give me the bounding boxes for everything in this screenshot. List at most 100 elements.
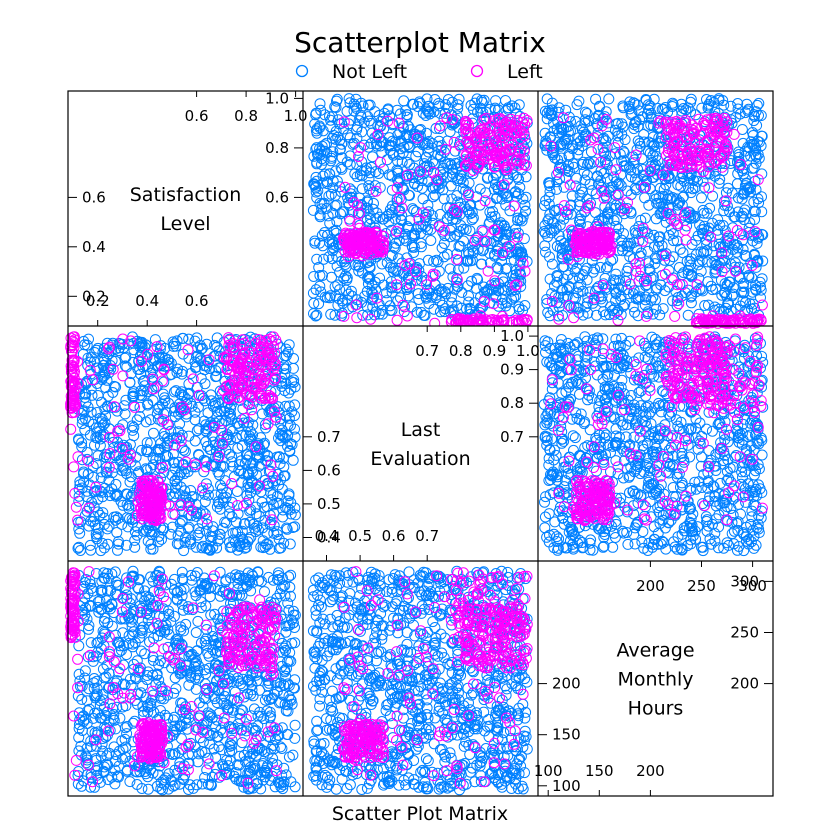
data-point: [156, 533, 167, 545]
data-point: [325, 155, 337, 167]
data-point: [463, 290, 474, 302]
data-point: [416, 175, 428, 187]
data-point: [500, 199, 512, 211]
data-point: [314, 211, 326, 223]
data-point: [435, 151, 447, 163]
data-point: [695, 265, 707, 277]
data-point: [324, 217, 336, 229]
data-point: [378, 279, 390, 291]
data-point: [408, 162, 420, 174]
data-point: [395, 214, 407, 226]
data-point: [466, 207, 478, 218]
data-point: [382, 104, 394, 116]
data-point: [202, 407, 214, 419]
data-point: [335, 208, 346, 220]
data-point: [361, 202, 373, 214]
data-point: [310, 310, 322, 322]
data-point: [332, 279, 344, 291]
data-point: [497, 276, 509, 288]
data-point: [149, 334, 161, 346]
data-point: [453, 240, 465, 252]
legend: Not Left Left: [295, 61, 543, 83]
data-point: [476, 258, 488, 270]
data-point: [412, 181, 424, 192]
data-point: [669, 310, 681, 322]
data-point: [461, 303, 472, 315]
data-point: [324, 168, 336, 180]
data-point: [454, 226, 465, 237]
data-point: [329, 190, 341, 201]
data-point: [510, 223, 522, 235]
data-point: [474, 102, 486, 114]
data-point: [756, 206, 768, 218]
data-point: [374, 272, 386, 284]
data-point: [68, 461, 80, 473]
data-point: [455, 160, 466, 172]
data-point: [394, 292, 406, 304]
data-point: [510, 284, 522, 296]
data-point: [226, 478, 238, 489]
scatter-panel: [65, 331, 301, 557]
data-point: [319, 145, 330, 157]
data-point: [385, 276, 397, 288]
data-point: [347, 138, 359, 150]
data-point: [501, 297, 513, 309]
data-point: [439, 303, 451, 315]
data-point: [423, 206, 435, 218]
data-point: [392, 129, 404, 141]
data-point: [364, 167, 376, 179]
data-point: [542, 307, 554, 318]
data-point: [401, 252, 413, 264]
data-point: [324, 237, 336, 248]
data-point: [318, 253, 330, 265]
legend-label-left: Left: [507, 61, 543, 83]
data-point: [340, 270, 352, 282]
data-point: [453, 93, 465, 105]
data-point: [435, 144, 447, 156]
data-point: [350, 93, 362, 105]
data-point: [502, 168, 513, 180]
data-point: [482, 171, 494, 183]
data-point: [308, 297, 320, 309]
data-point: [508, 291, 520, 303]
data-point: [317, 177, 329, 189]
data-point: [413, 96, 425, 108]
data-point: [506, 246, 517, 258]
data-point: [367, 288, 379, 300]
data-point: [490, 290, 502, 302]
data-point: [308, 271, 320, 282]
data-point: [362, 99, 374, 111]
data-point: [365, 161, 377, 173]
data-point: [395, 143, 407, 155]
data-point: [307, 204, 319, 216]
data-point: [364, 262, 376, 274]
data-point: [344, 158, 356, 170]
data-point: [327, 207, 339, 219]
data-point: [338, 273, 350, 284]
data-point: [520, 171, 532, 183]
data-point: [696, 192, 707, 204]
data-point: [316, 229, 328, 241]
data-point: [463, 296, 475, 308]
data-point: [411, 306, 423, 318]
data-point: [409, 230, 421, 242]
data-point: [287, 362, 299, 374]
data-point: [334, 134, 346, 146]
data-point: [407, 203, 419, 215]
data-point: [490, 95, 502, 107]
data-point: [357, 267, 369, 279]
data-point: [427, 156, 439, 168]
data-point: [408, 247, 420, 258]
data-point: [397, 268, 409, 280]
data-point: [335, 143, 346, 155]
data-point: [368, 197, 379, 209]
data-point: [401, 282, 413, 294]
data-point: [407, 98, 418, 110]
data-point: [330, 102, 342, 113]
data-point: [351, 171, 363, 183]
data-point: [511, 248, 523, 260]
data-point: [432, 179, 444, 191]
data-point: [418, 309, 430, 321]
data-point: [445, 180, 457, 192]
data-point: [345, 285, 357, 297]
